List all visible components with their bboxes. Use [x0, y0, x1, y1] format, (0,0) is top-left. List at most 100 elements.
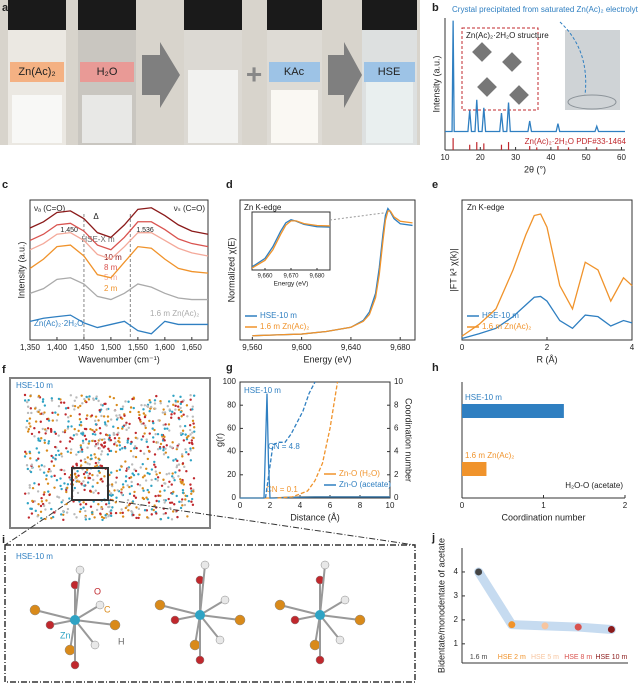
atom	[34, 509, 37, 513]
atom	[169, 506, 172, 510]
atom	[189, 393, 192, 397]
atom	[108, 436, 111, 440]
atom	[69, 414, 72, 418]
atom	[121, 425, 125, 429]
bond	[319, 614, 341, 641]
line-series	[29, 207, 209, 239]
atom	[162, 445, 165, 449]
atom	[110, 471, 113, 474]
atom	[132, 455, 135, 458]
x-axis-label: Energy (eV)	[303, 354, 351, 364]
y-axis-label: Intensity (a.u.)	[16, 241, 26, 298]
atom	[163, 439, 166, 442]
y2-tick-label: 4	[394, 447, 399, 456]
atom	[126, 437, 130, 440]
atom	[77, 474, 80, 477]
atom	[106, 453, 110, 456]
atom	[170, 413, 173, 416]
atom	[170, 615, 180, 625]
atom	[159, 400, 162, 403]
atom	[108, 434, 111, 437]
atom	[94, 415, 98, 418]
atom	[127, 467, 130, 471]
atom	[98, 471, 101, 474]
atom	[106, 433, 109, 437]
atom	[163, 489, 166, 492]
atom	[274, 599, 286, 611]
atom	[141, 476, 145, 479]
atom	[95, 395, 98, 398]
atom	[170, 483, 173, 486]
x-tick-label: 8	[358, 501, 363, 510]
atom	[83, 488, 86, 492]
molecule-icon	[502, 52, 522, 72]
atom	[77, 429, 80, 433]
atom	[35, 447, 38, 450]
atom	[31, 486, 35, 490]
atom	[185, 470, 188, 473]
atom	[103, 475, 106, 478]
atom	[192, 394, 196, 397]
atom	[50, 507, 53, 511]
crystal-structure	[472, 42, 529, 105]
atom	[133, 490, 136, 494]
atom	[163, 482, 166, 485]
atom	[86, 446, 89, 449]
atom	[75, 396, 78, 399]
inset-x-tick-label: 9,660	[257, 274, 273, 280]
bar-label: HSE-10 m	[465, 393, 502, 402]
atom	[64, 644, 76, 656]
atom	[157, 494, 160, 497]
x-tick-label: 30	[511, 153, 520, 162]
point	[508, 621, 516, 629]
atom	[168, 408, 171, 411]
atom	[171, 410, 174, 414]
atom	[120, 465, 123, 468]
atom	[55, 479, 59, 482]
atom	[92, 491, 95, 494]
atom	[60, 468, 63, 472]
inset-x-tick-label: 9,670	[283, 274, 299, 280]
atom	[182, 413, 185, 416]
atom	[28, 450, 31, 454]
atom	[191, 419, 195, 423]
atom	[69, 451, 73, 455]
series-label: 2 m	[104, 284, 118, 293]
atom	[82, 472, 86, 476]
atom	[110, 494, 113, 498]
pointer-arrow	[559, 21, 587, 96]
atom	[187, 499, 191, 503]
atom	[173, 503, 176, 506]
atom	[142, 408, 145, 411]
atom	[87, 474, 90, 478]
atom	[149, 401, 152, 404]
atom	[171, 472, 174, 475]
atom	[156, 441, 159, 444]
atom	[103, 421, 107, 424]
vial-label: HSE	[378, 66, 401, 78]
atom	[43, 491, 46, 494]
atom	[29, 425, 32, 428]
atom	[76, 469, 79, 473]
slurry	[188, 70, 238, 143]
atom	[98, 408, 101, 412]
atom	[76, 491, 80, 495]
atom	[86, 414, 89, 417]
atom	[95, 397, 98, 400]
atom	[61, 499, 65, 502]
bar	[462, 462, 487, 476]
atom	[65, 511, 69, 514]
atom	[103, 445, 107, 448]
atom	[123, 447, 127, 450]
atom	[186, 415, 189, 418]
atom	[137, 516, 140, 520]
atom	[145, 467, 148, 471]
atom	[93, 516, 96, 519]
atom	[100, 450, 104, 453]
atom	[51, 411, 54, 415]
atom	[179, 480, 182, 483]
molecule-icon	[509, 85, 529, 105]
atom	[167, 485, 170, 489]
atom	[90, 640, 100, 650]
y-tick-label: 20	[227, 470, 236, 479]
